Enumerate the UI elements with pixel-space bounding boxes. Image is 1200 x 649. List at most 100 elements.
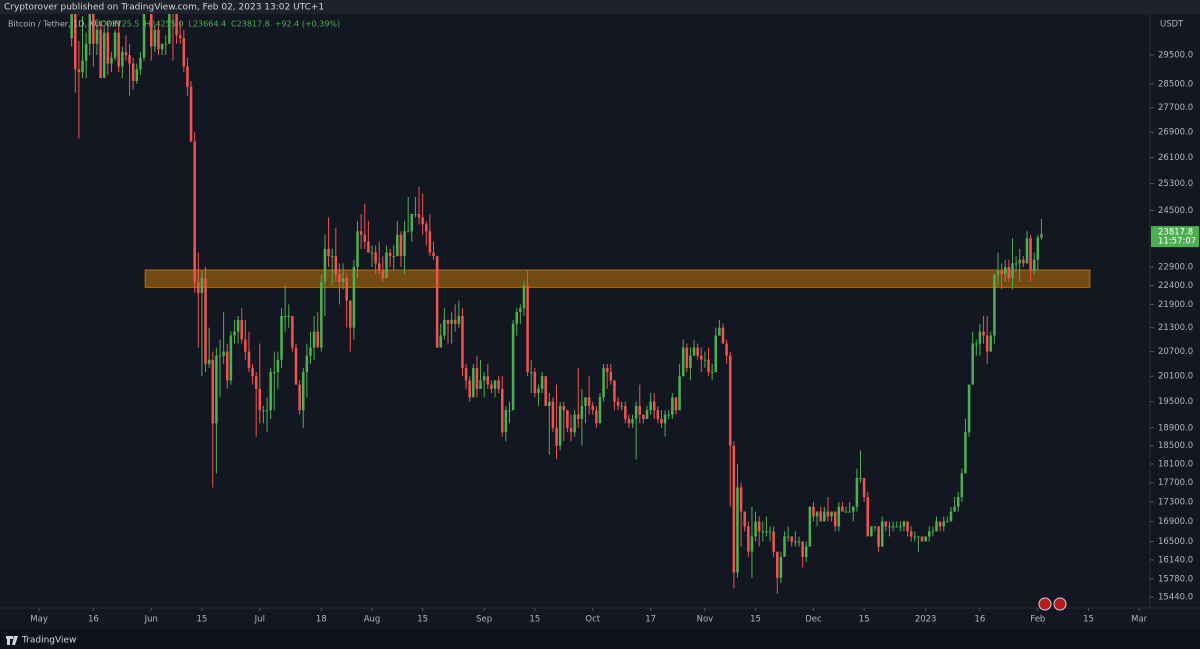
- candle-body: [504, 410, 508, 433]
- candle-body: [678, 376, 681, 411]
- candle-body: [92, 14, 95, 44]
- candle-body: [548, 401, 551, 406]
- candle-body: [113, 32, 117, 58]
- y-tick-label: 15440.0: [1158, 593, 1193, 603]
- candle-body: [164, 43, 167, 45]
- candle-body: [312, 331, 316, 348]
- candle-body: [482, 376, 486, 381]
- candle-body: [1029, 238, 1032, 271]
- candle-body: [396, 234, 399, 257]
- candle-body: [931, 531, 935, 533]
- candle-body: [833, 511, 837, 527]
- candle-body: [370, 252, 374, 254]
- candle-body: [613, 380, 616, 402]
- candle-body: [681, 347, 685, 377]
- candle-body: [609, 372, 613, 381]
- candle-body: [891, 526, 895, 528]
- candle-body: [345, 278, 348, 301]
- candle-body: [522, 285, 526, 309]
- candle-body: [493, 380, 497, 389]
- y-tick-label: 21900.0: [1158, 300, 1193, 310]
- candle-body: [794, 541, 797, 543]
- candle-body: [189, 86, 193, 142]
- candle-body: [721, 327, 725, 344]
- candle-body: [1000, 270, 1003, 275]
- candle-body: [964, 432, 967, 474]
- candle-body: [410, 213, 414, 232]
- candle-body: [605, 367, 609, 373]
- candle-body: [269, 372, 272, 411]
- candle-body: [1032, 259, 1036, 271]
- candle-body: [620, 405, 623, 407]
- candle-body: [888, 526, 891, 528]
- candle-body: [718, 327, 721, 336]
- candle-body: [624, 405, 627, 419]
- candle-body: [602, 367, 605, 398]
- brand-logo: [6, 636, 18, 645]
- candle-body: [1040, 234, 1043, 238]
- candle-body: [852, 506, 855, 512]
- candle-body: [862, 477, 866, 498]
- candle-body: [153, 29, 157, 47]
- candle-body: [667, 414, 670, 416]
- candle-body: [956, 497, 960, 507]
- candle-body: [776, 551, 779, 578]
- candle-body: [558, 405, 562, 446]
- candle-body: [385, 252, 388, 279]
- candle-body: [949, 511, 953, 522]
- candle-body: [739, 487, 743, 512]
- symbol: Bitcoin / Tether, 1D, KUCOIN: [8, 20, 121, 29]
- candle-body: [754, 521, 757, 537]
- candle-body: [446, 319, 450, 324]
- candle-body: [374, 252, 377, 264]
- y-tick-label: 20700.0: [1158, 347, 1193, 357]
- candle-body: [544, 376, 547, 406]
- candle-body: [736, 487, 739, 573]
- candle-body: [660, 418, 663, 424]
- candle-body: [584, 397, 587, 406]
- candle-body: [117, 32, 120, 67]
- candle-body: [377, 263, 381, 271]
- ohlc-value: +92.4 (+0.39%): [275, 20, 340, 29]
- footer: [0, 630, 1200, 649]
- candle-body: [529, 372, 533, 374]
- candle-body: [772, 531, 775, 552]
- brand: TradingView: [21, 636, 76, 646]
- candle-body: [432, 252, 435, 257]
- candle-body: [703, 359, 707, 361]
- candle-body: [656, 410, 660, 419]
- candle-body: [674, 397, 678, 411]
- candle-body: [298, 384, 301, 411]
- x-tick-label: Aug: [364, 615, 381, 625]
- candle-body: [761, 531, 765, 533]
- candle-body: [913, 536, 917, 538]
- candle-body: [779, 556, 783, 578]
- candle-body: [1036, 237, 1040, 260]
- x-tick-label: 15: [197, 615, 208, 625]
- candle-body: [989, 335, 993, 352]
- x-tick-label: Oct: [585, 615, 600, 625]
- event-icon[interactable]: [1053, 597, 1067, 611]
- candle-body: [435, 256, 439, 348]
- candle-body: [160, 43, 164, 50]
- x-tick-label: 15: [859, 615, 870, 625]
- candle-body: [519, 308, 522, 313]
- candle-body: [175, 14, 178, 36]
- candle-body: [425, 224, 428, 232]
- publisher-line: Cryptorover published on TradingView.com…: [4, 3, 324, 13]
- y-tick-label: 22900.0: [1158, 263, 1193, 273]
- y-tick-label: 19500.0: [1158, 397, 1193, 407]
- x-tick-label: Sep: [476, 615, 492, 625]
- candle-body: [924, 536, 927, 542]
- candle-body: [352, 267, 356, 328]
- candle-body: [1011, 263, 1014, 279]
- candle-body: [186, 66, 189, 87]
- candle-body: [222, 351, 225, 356]
- candle-body: [77, 69, 81, 73]
- x-tick-label: 18: [316, 615, 327, 625]
- x-tick-label: Mar: [1131, 615, 1148, 625]
- y-tick-label: 18900.0: [1158, 423, 1193, 433]
- event-icon[interactable]: [1038, 597, 1052, 611]
- candle-body: [855, 477, 859, 507]
